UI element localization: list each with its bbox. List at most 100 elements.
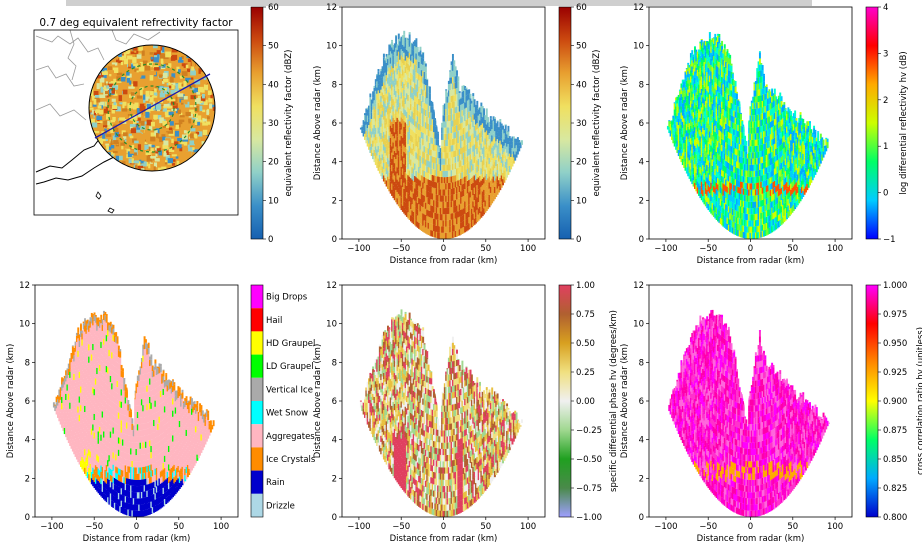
- y-tick-label: 0: [25, 513, 30, 523]
- colorbar-label: log differential reflectivity hv (dB): [899, 51, 909, 194]
- colorbar-category: Rain: [266, 478, 285, 488]
- y-tick-label: 2: [332, 196, 337, 206]
- colorbar-tick-label: 3: [883, 49, 888, 59]
- colorbar-tick-label: 10: [576, 196, 587, 206]
- colorbar-5: 0.800 0.825 0.850 0.875 0.900 0.925 0.950 0.975…: [865, 281, 922, 523]
- colorbar-swatch: [251, 354, 263, 378]
- prefecture-border: [35, 65, 85, 87]
- colorbar-2: −1 0 1 2 3 4 log differential reflectivity hv …: [865, 3, 909, 245]
- top-scrollbar: [66, 0, 812, 6]
- y-tick-label: 6: [639, 397, 644, 407]
- colorbar-gradient: [559, 7, 571, 239]
- y-tick-label: 4: [332, 436, 337, 446]
- colorbar-swatch: [251, 331, 263, 355]
- colorbar-tick-label: 0.925: [883, 368, 907, 378]
- colorbar-tick-label: 0: [268, 235, 273, 245]
- x-axis-label: Distance from radar (km): [83, 534, 191, 544]
- map-title: 0.7 deg equivalent refrectivity factor: [39, 17, 233, 29]
- x-tick-label: −100: [40, 522, 63, 532]
- island: [107, 207, 115, 214]
- x-tick-label: 0: [748, 522, 753, 532]
- colorbar-category: Big Drops: [266, 293, 308, 303]
- range-circle-inner: [129, 85, 175, 131]
- field-5: [668, 309, 830, 517]
- y-tick-label: 4: [332, 158, 337, 168]
- y-tick-label: 10: [19, 320, 30, 330]
- colorbar-swatch: [251, 470, 263, 494]
- colorbar-tick-label: 50: [576, 42, 587, 52]
- colorbar-tick-label: 0.975: [883, 310, 907, 320]
- colorbar-category: Wet Snow: [266, 409, 308, 419]
- colorbar-tick-label: −0.75: [576, 484, 602, 494]
- radar-range-ring: [88, 44, 216, 172]
- colorbar-4: −1.00 −0.75 −0.50 −0.25 0.00 0.25 0.50 0.75 1.00…: [558, 281, 619, 523]
- y-tick-label: 0: [639, 513, 644, 523]
- colorbar-swatch: [251, 424, 263, 448]
- y-tick-label: 6: [639, 119, 644, 129]
- y-tick-label: 12: [326, 3, 337, 13]
- y-tick-label: 4: [639, 158, 644, 168]
- colorbar-category: HD Graupel: [266, 339, 315, 349]
- y-tick-label: 8: [25, 358, 30, 368]
- y-tick-label: 6: [332, 119, 337, 129]
- x-tick-label: 50: [480, 244, 491, 254]
- y-tick-label: 0: [639, 235, 644, 245]
- y-tick-label: 8: [332, 358, 337, 368]
- colorbar-tick-label: 30: [268, 119, 279, 129]
- y-tick-label: 10: [326, 320, 337, 330]
- colorbar-tick-label: 0: [883, 189, 888, 199]
- colorbar-tick-label: 4: [883, 3, 888, 13]
- colorbar-tick-label: −0.25: [576, 426, 602, 436]
- data-gap: [124, 333, 135, 411]
- field-4: [359, 309, 523, 517]
- colorbar-swatch: [251, 493, 263, 517]
- y-axis-label: Distance Above radar (km): [313, 66, 323, 181]
- island: [95, 191, 102, 200]
- colorbar-1: 0 10 20 30 40 50 60 equivalent reflectivity fac…: [558, 3, 602, 245]
- colorbar-0: 0 10 20 30 40 50 60 equivalent reflectivity fac…: [250, 3, 294, 245]
- y-tick-label: 10: [633, 320, 644, 330]
- y-tick-label: 4: [25, 436, 30, 446]
- cross-section-panel-4: −100 −50 0 50 100 0 2 4 6 8 10 12 Distance from rada…: [313, 281, 546, 544]
- cross-section-panel-3: −100 −50 0 50 100 0 2 4 6 8 10 12 Distance from rada…: [6, 281, 239, 544]
- data-gap: [431, 55, 442, 133]
- colorbar-tick-label: 10: [268, 196, 279, 206]
- x-tick-label: 0: [748, 244, 753, 254]
- y-tick-label: 0: [332, 513, 337, 523]
- colorbar-tick-label: 0.900: [883, 397, 907, 407]
- map-frame: [33, 29, 239, 216]
- colorbar-tick-label: 0.75: [576, 310, 595, 320]
- colorbar-tick-label: 2: [883, 96, 888, 106]
- colorbar-tick-label: 0.50: [576, 339, 595, 349]
- colorbar-category: Ice Crystals: [266, 455, 316, 465]
- reflectivity-field: [89, 45, 215, 171]
- data-gap: [431, 333, 442, 411]
- colorbar-tick-label: 40: [268, 80, 279, 90]
- x-axis-label: Distance from radar (km): [390, 534, 498, 544]
- colorbar-tick-label: 0: [576, 235, 581, 245]
- colorbar-tick-label: 40: [576, 80, 587, 90]
- cross-section-panel-2: −100 −50 0 50 100 0 2 4 6 8 10 12 Distance from rada…: [620, 3, 853, 266]
- y-tick-label: 0: [332, 235, 337, 245]
- colorbar-label: equivalent reflectivity factor (dBZ): [284, 50, 294, 197]
- y-tick-label: 2: [639, 196, 644, 206]
- y-tick-label: 8: [332, 80, 337, 90]
- y-tick-label: 4: [639, 436, 644, 446]
- colorbar-gradient: [866, 7, 878, 239]
- colorbar-tick-label: 1.00: [576, 281, 595, 291]
- colorbar-3: Big Drops Hail HD Graupel LD Graupel Vertica…: [250, 284, 316, 518]
- x-tick-label: 50: [480, 522, 491, 532]
- x-tick-label: −100: [347, 522, 370, 532]
- colorbar-tick-label: 0.875: [883, 426, 907, 436]
- colorbar-label: equivalent reflectivity factor (dBZ): [592, 50, 602, 197]
- x-tick-label: 100: [520, 244, 536, 254]
- x-tick-label: −50: [392, 244, 410, 254]
- colorbar-swatch: [251, 377, 263, 401]
- colorbar-tick-label: 0.850: [883, 455, 907, 465]
- colorbar-tick-label: −0.50: [576, 455, 602, 465]
- field-2: [666, 31, 829, 239]
- x-axis-label: Distance from radar (km): [697, 534, 805, 544]
- colorbar-frame: [865, 6, 879, 240]
- y-tick-label: 8: [639, 358, 644, 368]
